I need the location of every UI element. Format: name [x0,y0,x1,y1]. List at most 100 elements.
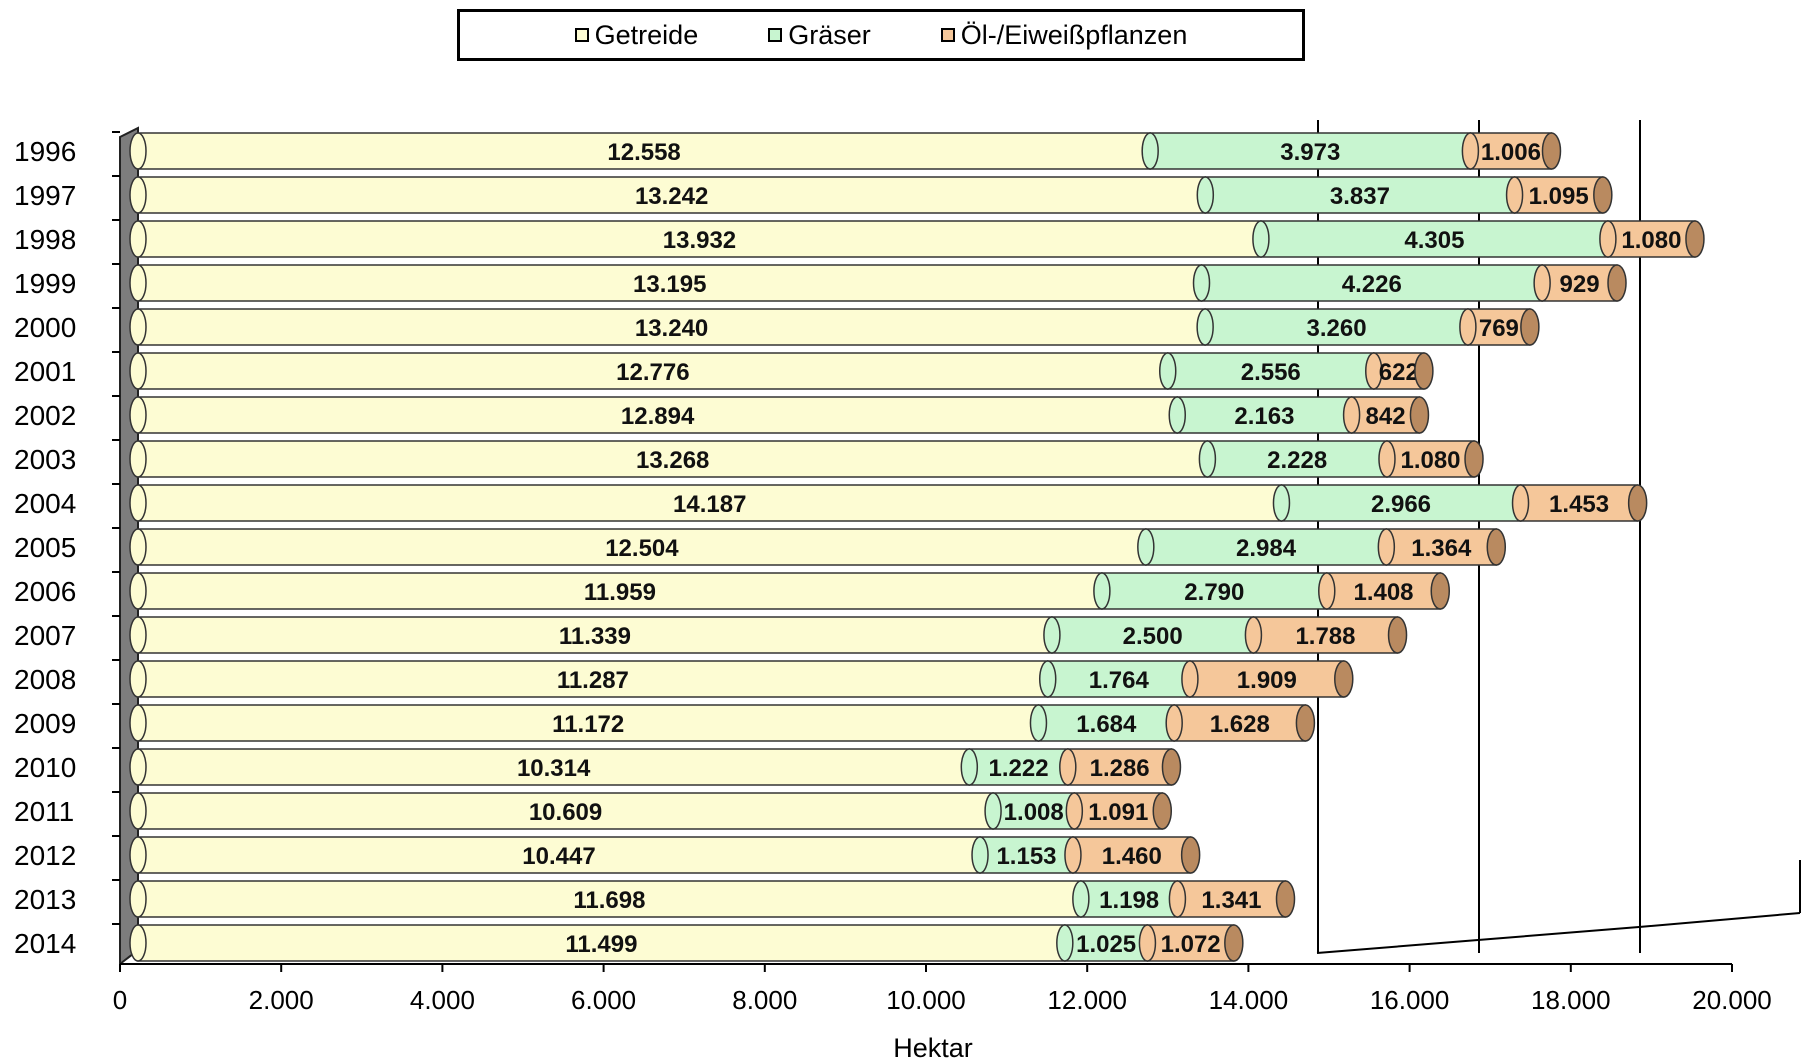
bar-end-cap [1334,660,1354,698]
bar-segment [1206,440,1388,478]
bar-cap [129,264,147,302]
bar-end-cap [1464,440,1484,478]
bar-value-label: 13.242 [635,183,708,210]
bar-segment [1037,704,1175,742]
bar-cap [129,176,147,214]
bar-value-label: 1.198 [1099,887,1159,914]
bar-end-cap [1541,132,1562,170]
bar-cap [129,308,147,346]
bar-value-label: 11.499 [565,931,637,958]
bar-value-label: 14.187 [673,491,746,518]
bar-segment [1204,308,1469,346]
bar-cap [129,792,147,830]
bar-segment [1252,616,1399,654]
x-tick-label: 6.000 [571,985,636,1015]
bar-end-cap [1520,308,1540,346]
bar-segment [1080,880,1179,918]
legend-item: Gräser [768,20,871,51]
category-label: 1997 [14,180,76,211]
category-label: 2001 [14,356,76,387]
bar-segment [1469,132,1553,170]
bar-cap [129,132,147,170]
bar-end-cap [1685,220,1705,258]
bar-value-label: 1.025 [1076,931,1136,958]
bar-value-label: 13.195 [633,271,706,298]
bar-cap [1377,528,1396,566]
bar-value-label: 12.558 [607,139,680,166]
bar-cap [1365,352,1383,390]
bar-value-label: 1.072 [1161,931,1221,958]
legend-swatch [574,28,589,42]
bar-segment [1176,396,1353,434]
bar-value-label: 3.837 [1330,183,1390,210]
bar-cap [1065,792,1084,830]
bar-cap [129,748,147,786]
bar-segment [137,176,1207,214]
bar-segment [137,572,1103,610]
category-label: 2014 [14,928,76,959]
bar-value-label: 1.006 [1481,139,1541,166]
bar-segment [1467,308,1531,346]
bar-value-label: 1.080 [1621,227,1681,254]
bar-cap [1072,880,1090,918]
bar-cap [129,440,147,478]
bar-value-label: 769 [1479,315,1519,342]
category-label: 1999 [14,268,76,299]
bar-value-label: 10.314 [517,755,591,782]
category-label: 2004 [14,488,76,519]
bar-cap [1138,924,1157,962]
bar-cap [1056,924,1074,962]
bar-cap [1461,132,1480,170]
bar-value-label: 2.500 [1123,623,1183,650]
category-label: 2007 [14,620,76,651]
bar-end-cap [1607,264,1627,302]
category-label: 1998 [14,224,76,255]
bar-cap [1165,704,1183,742]
bar-value-label: 622 [1379,359,1419,386]
bar-value-label: 1.460 [1102,843,1162,870]
bar-end-cap [1161,748,1182,786]
legend-label: Öl-/Eiweißpflanzen [960,19,1188,50]
bar-cap [129,924,147,962]
bar-cap [1137,528,1155,566]
category-label: 2012 [14,840,76,871]
x-tick-label: 4.000 [410,985,475,1015]
bar-segment [137,924,1066,962]
x-tick-label: 0 [113,985,127,1015]
bar-value-label: 1.091 [1088,799,1148,826]
bar-end-cap [1593,176,1613,214]
bar-segment [1145,528,1388,566]
bar-segment [137,704,1040,742]
bar-value-label: 11.698 [573,887,645,914]
bar-segment [1051,616,1255,654]
legend-item: Öl-/Eiweißpflanzen [940,19,1188,51]
bar-cap [129,484,147,522]
bar-segment [1386,440,1475,478]
bar-segment [137,880,1082,918]
x-tick-label: 2.000 [249,985,314,1015]
bar-value-label: 2.556 [1241,359,1301,386]
bar-cap [1505,176,1524,214]
category-label: 1996 [14,136,76,167]
legend: Getreide Gräser Öl-/Eiweißpflanzen [457,9,1305,61]
bar-value-label: 842 [1366,403,1406,430]
bar-segment [1607,220,1696,258]
category-label: 2005 [14,532,76,563]
bar-segment [137,748,971,786]
bar-value-label: 3.973 [1280,139,1340,166]
x-tick-label: 12.000 [1047,985,1127,1015]
bar-segment [137,220,1262,258]
bar-value-label: 1.628 [1210,711,1270,738]
bar-value-label: 1.788 [1295,623,1355,650]
x-tick-label: 8.000 [732,985,797,1015]
bar-cap [1168,880,1187,918]
bar-cap [129,220,147,258]
bar-cap [1093,572,1111,610]
bar-end-cap [1486,528,1507,566]
bar-value-label: 929 [1560,271,1600,298]
bar-value-label: 13.268 [636,447,709,474]
legend-item: Getreide [574,20,698,51]
bar-cap [1318,572,1336,610]
category-label: 2002 [14,400,76,431]
